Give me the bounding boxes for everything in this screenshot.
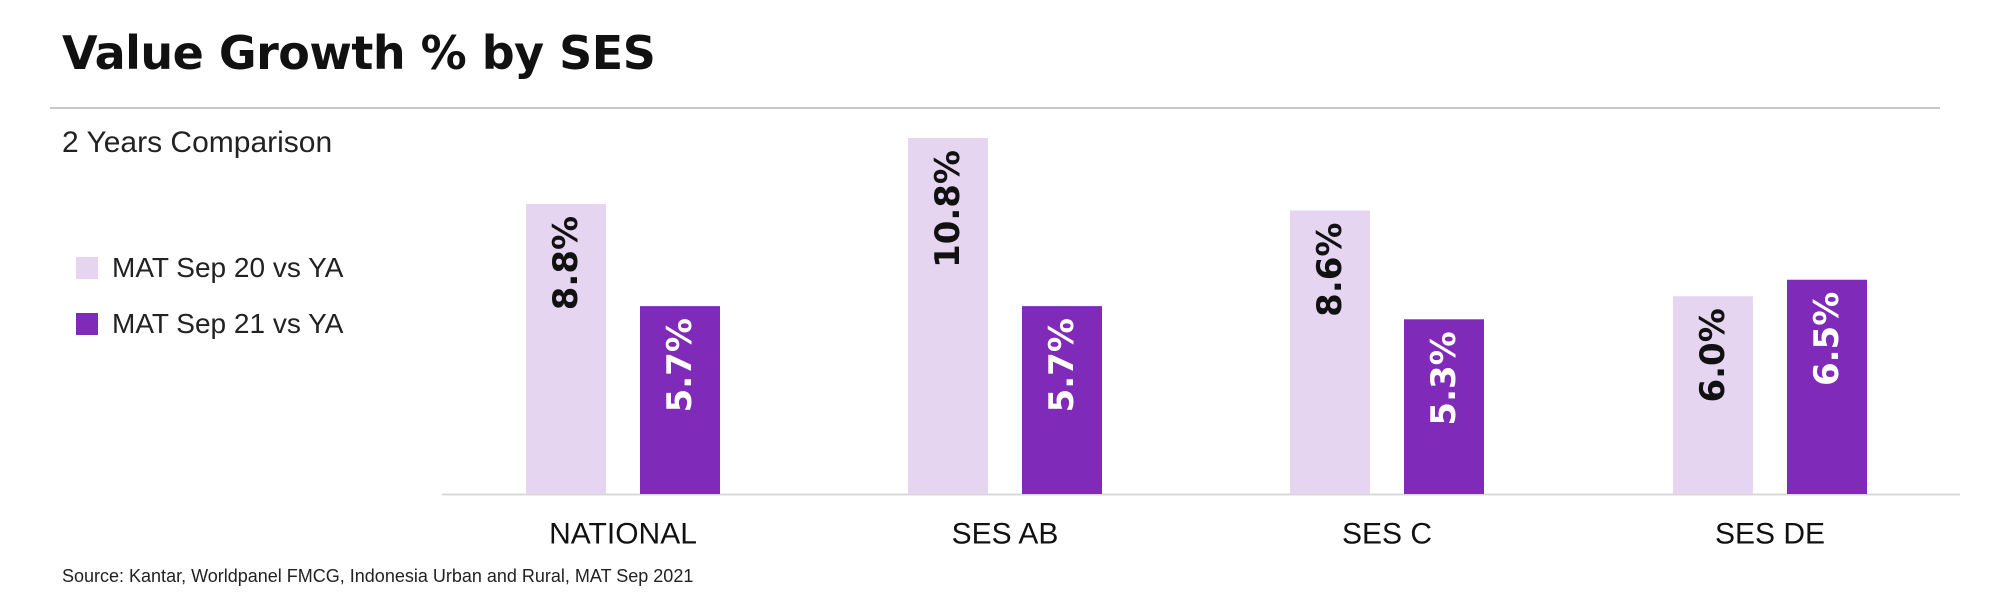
legend-item-series-2: MAT Sep 21 vs YA [76,308,343,340]
category-label-ses-de: SES DE [1715,518,1825,551]
data-label-series-2-ses-de: 6.5% [1807,292,1847,386]
legend-label-series-1: MAT Sep 20 vs YA [112,252,344,283]
legend: MAT Sep 20 vs YA MAT Sep 21 vs YA [76,252,343,364]
bar-series-2-national [640,306,720,494]
source-note: Source: Kantar, Worldpanel FMCG, Indones… [62,566,694,586]
data-label-series-2-national: 5.7% [660,318,700,412]
category-label-national: NATIONAL [549,518,697,551]
data-label-series-1-national: 8.8% [546,216,586,310]
bar-series-2-ses-c [1404,319,1484,494]
category-label-ses-c: SES C [1342,518,1432,551]
title-divider [50,107,1940,109]
data-label-series-1-ses-de: 6.0% [1693,308,1733,402]
data-label-series-1-ses-ab: 10.8% [928,150,968,268]
category-label-ses-ab: SES AB [952,518,1059,551]
bar-series-1-national [526,203,606,495]
bar-series-1-ses-de [1673,296,1753,494]
legend-swatch-series-2 [76,313,98,335]
bar-series-1-ses-ab [908,138,988,494]
legend-label-series-2: MAT Sep 21 vs YA [112,308,344,339]
data-label-series-2-ses-c: 5.3% [1424,331,1464,425]
chart-title: Value Growth % by SES [62,26,656,80]
data-label-series-1-ses-c: 8.6% [1310,223,1350,317]
bar-series-2-ses-de [1787,279,1867,494]
chart-subtitle: 2 Years Comparison [62,126,333,159]
legend-item-series-1: MAT Sep 20 vs YA [76,252,343,284]
legend-swatch-series-1 [76,257,98,279]
bar-series-1-ses-c [1290,210,1370,494]
data-label-series-2-ses-ab: 5.7% [1042,318,1082,412]
bar-series-2-ses-ab [1022,306,1102,494]
